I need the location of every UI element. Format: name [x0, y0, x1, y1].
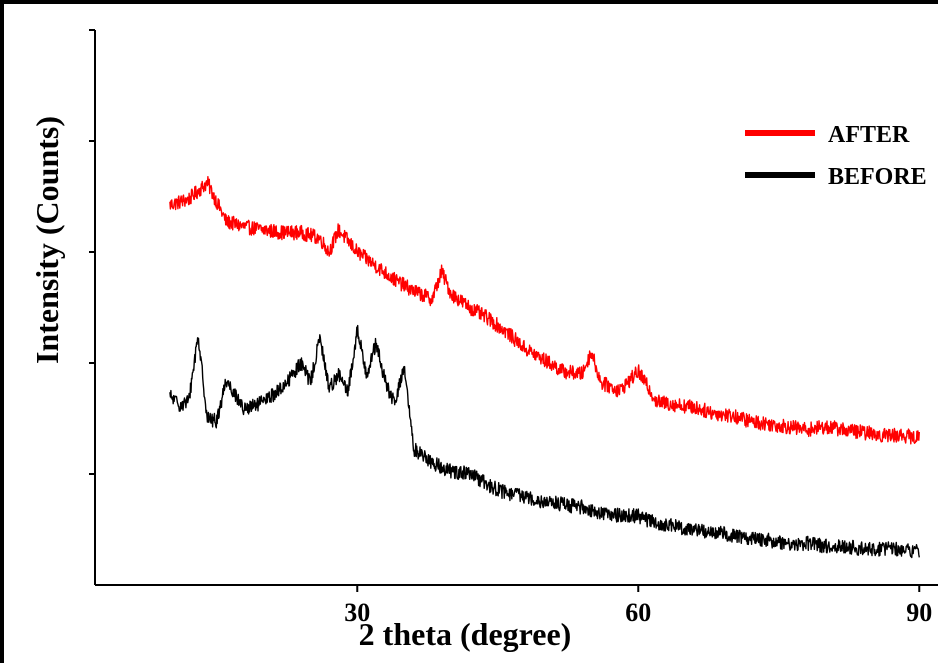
x-tick-label: 90 [906, 598, 932, 627]
legend-label-after: AFTER [828, 122, 910, 148]
x-tick-label: 60 [625, 598, 651, 627]
series-line-after [169, 176, 920, 445]
y-ticks [89, 29, 95, 475]
x-tick-label: 30 [344, 598, 370, 627]
series-layer [169, 176, 920, 559]
axes [94, 30, 938, 586]
legend: AFTER BEFORE [745, 122, 927, 190]
legend-label-before: BEFORE [828, 164, 927, 190]
x-ticks: 30 60 90 [344, 585, 932, 627]
y-axis-title: Intensity (Counts) [29, 116, 65, 364]
series-line-before [169, 324, 920, 559]
x-axis-title: 2 theta (degree) [359, 616, 572, 652]
